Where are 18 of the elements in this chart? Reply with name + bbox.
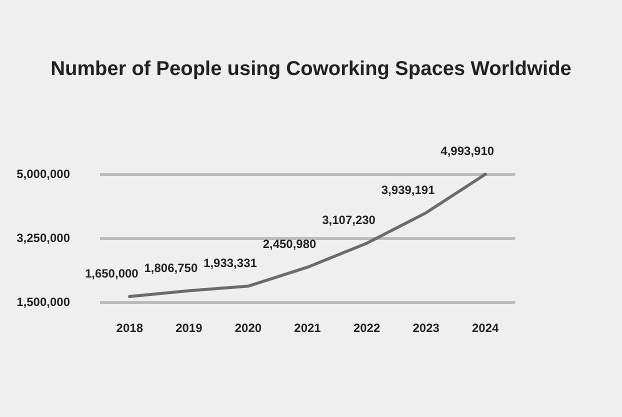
x-tick-label: 2020 (234, 321, 262, 335)
data-label: 1,933,331 (204, 256, 258, 270)
x-tick-label: 2018 (116, 321, 144, 335)
x-tick-label: 2019 (176, 321, 203, 335)
data-label: 3,939,191 (381, 182, 436, 197)
x-tick-label: 2024 (472, 321, 500, 335)
data-label: 2,450,980 (262, 237, 317, 252)
data-label: 3,107,230 (322, 213, 376, 228)
x-tick-label: 2021 (294, 321, 322, 335)
y-tick-label: 5,000,000 (16, 167, 70, 181)
y-tick-label: 3,250,000 (16, 231, 70, 245)
data-label: 1,806,750 (144, 260, 198, 275)
data-label: 1,650,000 (84, 266, 139, 281)
x-tick-label: 2022 (353, 321, 380, 335)
x-tick-label: 2023 (412, 321, 440, 335)
y-tick-label: 1,500,000 (16, 295, 70, 309)
chart-title: Number of People using Coworking Spaces Worldwide (50, 58, 572, 80)
data-label: 4,993,910 (440, 144, 494, 158)
